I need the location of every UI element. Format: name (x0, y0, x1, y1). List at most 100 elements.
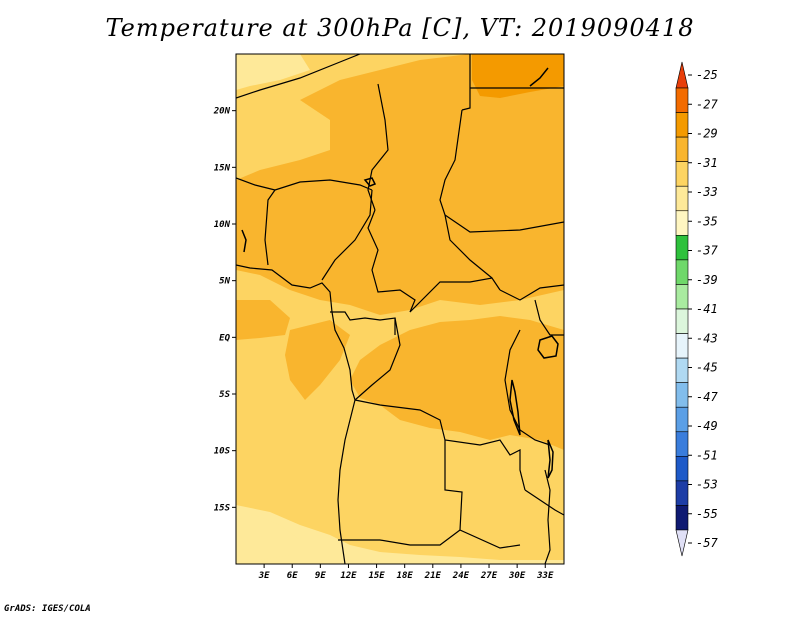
legend-label: -49 (696, 419, 718, 433)
legend-swatch (675, 456, 689, 482)
field-band-cool-north (236, 54, 310, 90)
legend-label: -47 (696, 390, 718, 404)
temperature-field (236, 54, 564, 564)
lon-tick-label: 27E (480, 571, 498, 581)
lon-tick-label: 6E (287, 571, 298, 581)
field-band-hot (472, 54, 564, 98)
border-burkina (236, 177, 276, 191)
legend-swatch (675, 357, 689, 383)
legend-label: -45 (696, 361, 718, 375)
lon-tick-label: 30E (508, 571, 526, 581)
border-east-lakes (504, 329, 551, 446)
legend-swatch (675, 480, 689, 506)
lat-tick-label: 5N (219, 277, 230, 287)
border-zambia-malawi (524, 489, 564, 516)
lon-tick-label: 24E (452, 571, 470, 581)
lat-tick-label: EQ (219, 333, 230, 343)
border-cameroon-car (367, 209, 416, 313)
legend-label: -35 (696, 214, 718, 228)
lon-tick-label: 3E (258, 571, 270, 581)
legend-label: -43 (696, 331, 718, 345)
legend-swatch (675, 259, 689, 285)
lake-tanganyika (509, 379, 521, 436)
legend-swatch (675, 431, 689, 457)
legend-label: -51 (696, 448, 718, 462)
border-drc-angola (354, 399, 526, 491)
field-band-warm (236, 54, 564, 315)
border-congo-drc (354, 317, 401, 401)
border-nigeria-cameroon (321, 189, 373, 281)
border-benin (264, 189, 276, 266)
legend-swatch (675, 382, 689, 408)
border-namibia (338, 529, 461, 546)
lake-volta (241, 229, 247, 253)
border-uganda-kenya (534, 299, 564, 336)
lat-tick-label: 5S (219, 390, 230, 400)
legend-label: -25 (696, 68, 718, 82)
latitude-labels: 20N 15N 10N 5N EQ 5S 10S 15S (213, 107, 236, 513)
legend-label: -29 (696, 127, 718, 141)
border-angola-zambia (444, 440, 521, 549)
border-mozambique (544, 469, 551, 564)
legend-label: -37 (696, 244, 718, 258)
legend-label: -33 (696, 185, 718, 199)
legend-triangle-top (675, 61, 689, 89)
legend-swatch (675, 406, 689, 433)
lake-chad (363, 177, 377, 187)
border-libya-chad (461, 54, 471, 111)
legend-label: -53 (696, 478, 718, 492)
legend-swatch (675, 284, 689, 310)
grads-credit: GrADS: IGES/COLA (4, 604, 91, 614)
legend-swatch (675, 161, 689, 187)
border-sudan-ss (444, 214, 564, 233)
lake-malawi (547, 439, 554, 479)
lake-nasser (529, 67, 549, 87)
legend-label: -27 (696, 97, 718, 111)
legend-label: -41 (696, 302, 718, 316)
border-sahara-north (236, 54, 361, 99)
country-borders (236, 54, 564, 564)
field-band-cool-sw (236, 515, 300, 560)
field-band-cool-south (236, 505, 564, 564)
legend-label: -57 (696, 536, 718, 550)
lon-tick-label: 21E (424, 571, 442, 581)
legend-swatch (675, 308, 689, 334)
lon-tick-label: 12E (340, 571, 357, 581)
lake-victoria (537, 335, 559, 359)
field-band-warm-gulf (285, 320, 350, 400)
border-car-south (409, 277, 501, 313)
legend-label: -39 (696, 273, 718, 287)
lat-tick-label: 15N (214, 163, 231, 173)
lat-tick-label: 20N (213, 107, 231, 117)
border-niger-nigeria (274, 179, 373, 191)
lon-tick-label: 15E (368, 571, 385, 581)
legend-swatch (675, 505, 689, 531)
color-legend: -25 -27 -29 -31 -33 -35 -37 -39 -41 -43 -45 -47 -49 -… (675, 61, 718, 557)
lat-tick-label: 10N (214, 220, 231, 230)
lat-tick-label: 10S (214, 447, 231, 457)
legend-triangle-bottom (675, 529, 689, 557)
legend-swatch (675, 210, 689, 236)
lon-tick-label: 33E (536, 571, 554, 581)
lon-tick-label: 18E (397, 571, 414, 581)
legend-swatch (675, 136, 689, 162)
legend-swatch (675, 87, 689, 113)
border-chad-sudan (439, 109, 493, 279)
legend-swatch (675, 235, 689, 261)
legend-swatch (675, 112, 689, 138)
coastline-west-africa (236, 264, 356, 564)
field-band-warm-east (236, 300, 290, 340)
legend-label: -31 (696, 156, 718, 170)
lat-tick-label: 15S (214, 503, 231, 513)
border-niger-chad (367, 83, 389, 211)
legend-swatch (675, 333, 689, 359)
legend-swatch (675, 185, 689, 212)
longitude-labels: 3E 6E 9E 12E 15E 18E 21E 24E 27E 30E 33E (258, 564, 554, 581)
lakes (241, 67, 559, 479)
chart-title: Temperature at 300hPa [C], VT: 201909041… (105, 14, 695, 42)
map-frame (235, 53, 565, 565)
legend-label: -55 (696, 507, 718, 521)
border-ss-drc (499, 284, 564, 301)
lon-tick-label: 9E (315, 571, 326, 581)
